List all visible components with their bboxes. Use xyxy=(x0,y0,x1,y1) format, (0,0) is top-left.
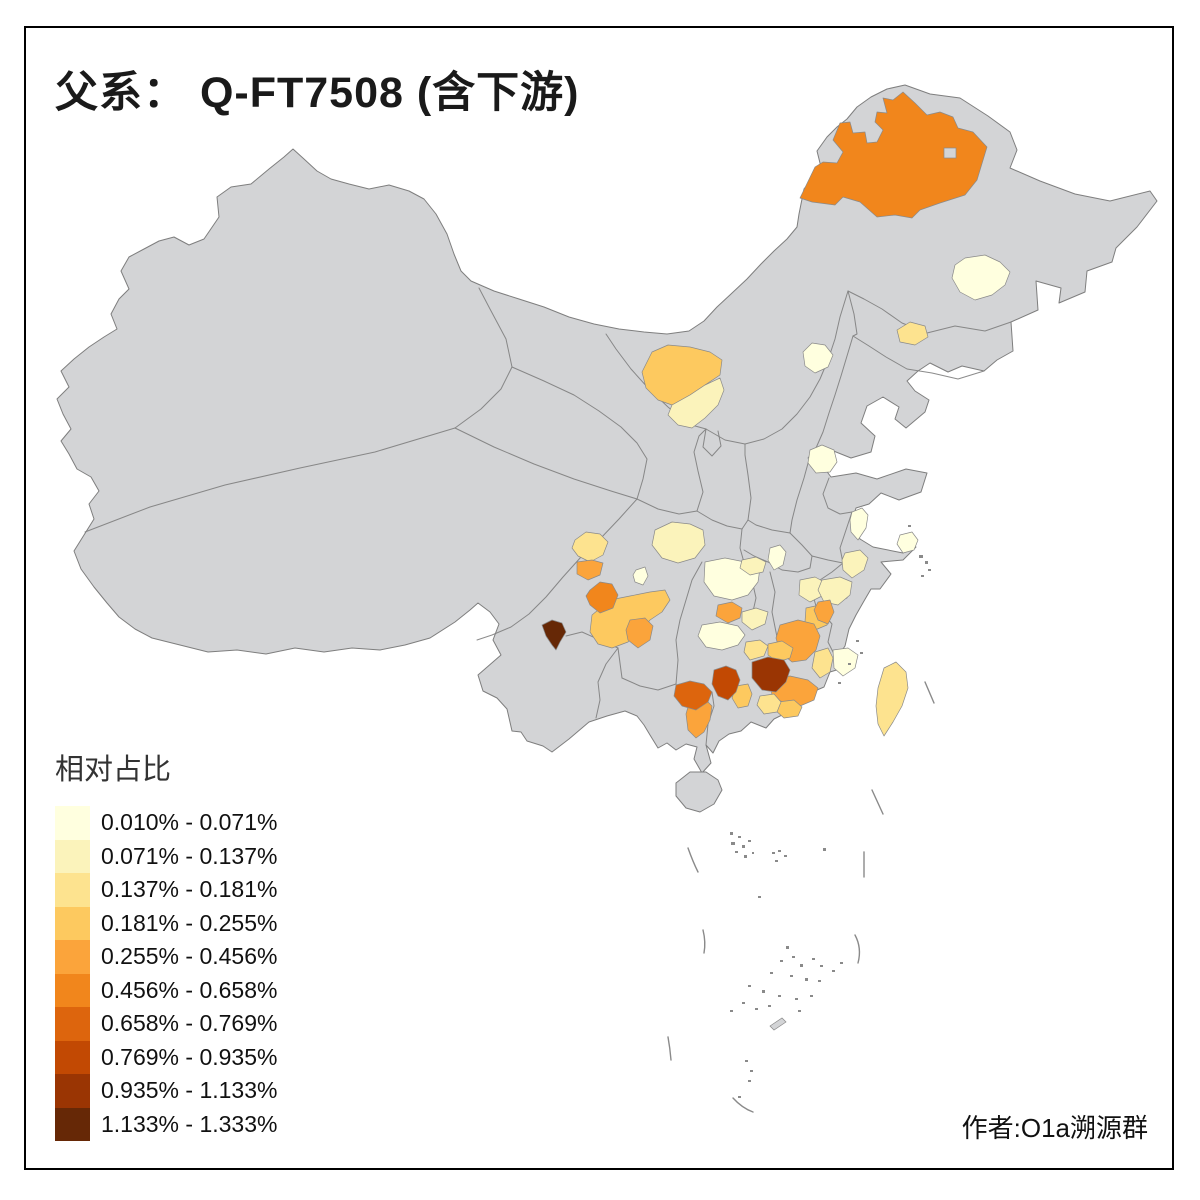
prefecture-patches xyxy=(541,91,1011,739)
legend-label: 0.181% - 0.255% xyxy=(101,909,278,936)
region-shaoyang xyxy=(743,639,769,661)
legend-swatch-10 xyxy=(55,1107,90,1141)
legend-row: 0.658% - 0.769% xyxy=(55,1007,277,1041)
legend-swatch-2 xyxy=(55,839,90,873)
region-bayannur xyxy=(641,344,723,406)
spratly-islands xyxy=(730,946,843,1098)
region-zhangjiajie xyxy=(715,601,743,624)
legend-swatch-6 xyxy=(55,973,90,1007)
region-tianshui xyxy=(571,531,609,563)
region-qingyuan-east xyxy=(756,693,782,715)
region-shanghai xyxy=(896,531,919,554)
legend-label: 0.071% - 0.137% xyxy=(101,842,278,869)
region-longyan xyxy=(811,647,834,679)
region-beijing xyxy=(802,342,834,374)
mainland-outline xyxy=(56,84,1158,774)
legend-swatch-1 xyxy=(55,806,90,840)
legend-row: 0.935% - 1.133% xyxy=(55,1074,277,1108)
legend-label: 0.010% - 0.071% xyxy=(101,809,278,836)
author-credit: 作者:O1a溯源群 xyxy=(961,1113,1148,1143)
region-taiwan xyxy=(875,661,909,737)
region-yongzhou xyxy=(711,665,741,701)
region-panzhihua xyxy=(541,619,567,651)
legend-row: 0.137% - 0.181% xyxy=(55,873,277,907)
region-huaihua xyxy=(697,621,746,651)
legend-row: 0.010% - 0.071% xyxy=(55,806,277,840)
region-zhangzhou xyxy=(832,647,859,677)
island-specks xyxy=(667,525,935,1113)
region-anyang xyxy=(807,444,838,474)
legend-row: 0.071% - 0.137% xyxy=(55,839,278,873)
region-xiangyang xyxy=(767,544,787,571)
line-east-of-taiwan xyxy=(924,681,935,704)
region-chaoyang xyxy=(896,321,929,346)
legend-label: 0.935% - 1.133% xyxy=(101,1077,278,1104)
region-da-hinggan-ling xyxy=(799,91,988,219)
legend-swatch-4 xyxy=(55,906,90,940)
legend-swatch-7 xyxy=(55,1007,90,1041)
region-hengyang xyxy=(767,640,794,663)
hainan-island xyxy=(675,771,723,813)
page-title: 父系： Q-FT7508 (含下游) xyxy=(55,69,580,117)
legend-swatch-8 xyxy=(55,1040,90,1074)
region-suihua xyxy=(951,254,1011,301)
region-hanzhong xyxy=(651,521,706,564)
legend: 相对占比 0.010% - 0.071% 0.071% - 0.137% 0.137… xyxy=(55,746,277,1141)
legend-label: 1.133% - 1.333% xyxy=(101,1110,278,1137)
region-hangzhou xyxy=(841,549,869,579)
region-huaian xyxy=(849,507,869,541)
region-chenzhou xyxy=(751,656,791,693)
region-quzhou xyxy=(813,599,835,625)
legend-row: 1.133% - 1.333% xyxy=(55,1107,278,1141)
region-guilin xyxy=(673,680,713,711)
region-zigong xyxy=(625,617,654,649)
legend-swatch-5 xyxy=(55,940,90,974)
legend-swatch-3 xyxy=(55,873,90,907)
legend-label: 0.658% - 0.769% xyxy=(101,1010,278,1037)
paracel-islands xyxy=(730,832,826,898)
region-longnan xyxy=(576,559,604,581)
legend-swatch-9 xyxy=(55,1074,90,1108)
region-enclave xyxy=(943,147,957,159)
region-ordos xyxy=(667,377,725,429)
legend-row: 0.181% - 0.255% xyxy=(55,906,278,940)
legend-row: 0.769% - 0.935% xyxy=(55,1040,278,1074)
region-wuhan-east xyxy=(739,556,767,576)
region-deyang xyxy=(632,566,649,586)
legend-row: 0.456% - 0.658% xyxy=(55,973,278,1007)
legend-rows: 0.010% - 0.071% 0.071% - 0.137% 0.137% - 0… xyxy=(55,806,277,1141)
province-borders xyxy=(84,287,1012,746)
legend-row: 0.255% - 0.456% xyxy=(55,940,277,974)
legend-title: 相对占比 xyxy=(55,754,172,786)
legend-label: 0.456% - 0.658% xyxy=(101,976,278,1003)
region-jinhua xyxy=(817,576,853,606)
region-changde xyxy=(741,607,769,631)
legend-label: 0.769% - 0.935% xyxy=(101,1043,278,1070)
legend-label: 0.137% - 0.181% xyxy=(101,876,278,903)
legend-label: 0.255% - 0.456% xyxy=(101,943,278,970)
region-mianyang xyxy=(585,581,619,614)
